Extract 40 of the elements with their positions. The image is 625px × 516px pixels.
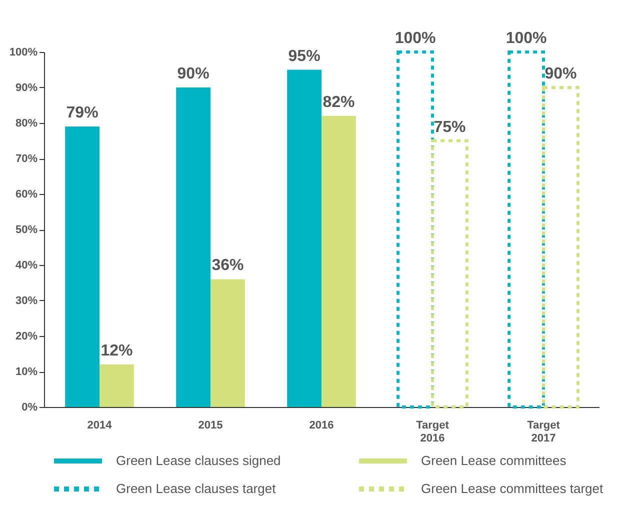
- bar: [431, 139, 468, 408]
- bar: [322, 116, 356, 407]
- bar: [100, 364, 134, 407]
- y-tick-label: 90%: [15, 82, 38, 94]
- data-label: 75%: [434, 118, 466, 136]
- y-tick-label: 60%: [15, 188, 38, 200]
- bar: [508, 50, 545, 408]
- y-tick-label: 100%: [9, 46, 38, 58]
- y-tick-label: 10%: [15, 366, 38, 378]
- data-label: 90%: [544, 66, 577, 82]
- data-label: 79%: [66, 104, 98, 122]
- y-tick-label: 80%: [15, 118, 38, 130]
- bar: [210, 279, 245, 407]
- data-label: 95%: [288, 48, 320, 65]
- x-tick-label: 2014: [87, 420, 113, 432]
- y-tick-label: 30%: [15, 295, 38, 307]
- data-label: 12%: [100, 342, 133, 360]
- data-label: 90%: [177, 66, 210, 82]
- legend-label: Green Lease clauses target: [116, 481, 276, 496]
- data-label: 100%: [506, 30, 547, 47]
- bar: [65, 126, 100, 407]
- data-label: 36%: [212, 257, 244, 274]
- y-tick-label: 40%: [15, 260, 38, 272]
- x-tick-label: 2015: [198, 420, 223, 432]
- y-tick-label: 70%: [15, 153, 38, 165]
- bar: [176, 88, 210, 407]
- bar: [396, 50, 434, 408]
- x-tick-label: Target 2017: [527, 420, 560, 444]
- x-tick-label: 2016: [309, 420, 334, 432]
- bar: [542, 86, 580, 408]
- legend-label: Green Lease committees: [421, 453, 567, 468]
- data-label: 100%: [394, 30, 436, 47]
- y-tick-label: 0%: [22, 402, 38, 414]
- bar: [287, 70, 322, 407]
- data-label: 82%: [322, 94, 355, 111]
- x-tick-label: Target 2016: [416, 420, 450, 444]
- legend-label: Green Lease committees target: [421, 481, 604, 496]
- legend-label: Green Lease clauses signed: [116, 453, 281, 468]
- y-tick-label: 20%: [15, 330, 38, 342]
- y-tick-label: 50%: [15, 224, 38, 236]
